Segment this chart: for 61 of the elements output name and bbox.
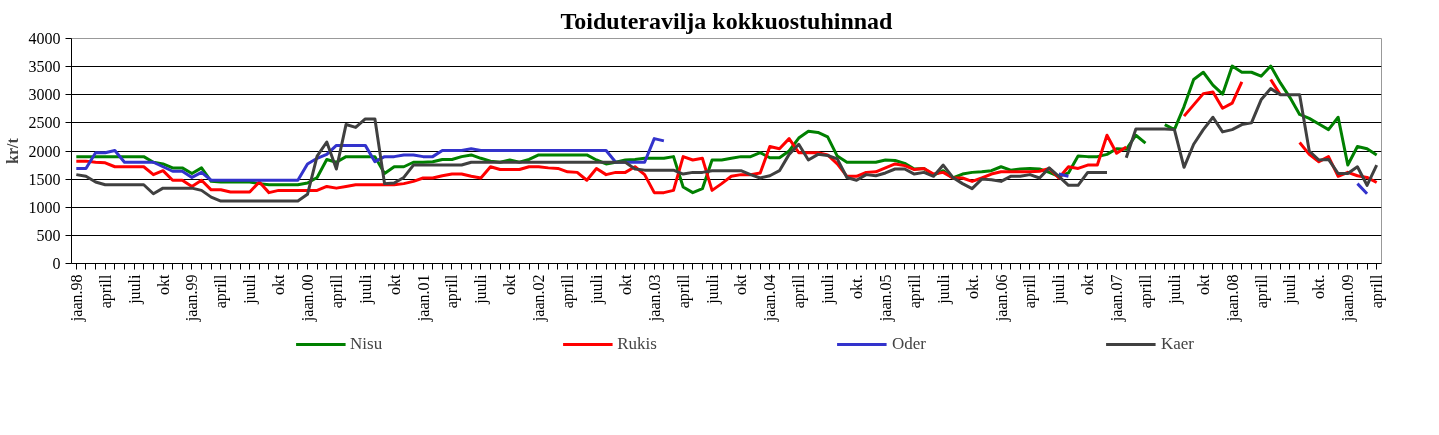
x-tick-label: jaan.98 bbox=[67, 274, 86, 323]
y-tick-label: 1000 bbox=[28, 198, 61, 216]
x-tick-label: juuli bbox=[1050, 273, 1069, 305]
x-tick-label: aprill bbox=[559, 273, 578, 309]
x-tick-label: jaan.00 bbox=[298, 274, 317, 323]
y-tick-label: 2000 bbox=[28, 142, 61, 160]
y-tick-label: 500 bbox=[36, 226, 61, 244]
x-tick-label: okt bbox=[1194, 273, 1212, 295]
x-tick-label: jaan.99 bbox=[183, 274, 202, 323]
x-tick-label: juuli bbox=[472, 273, 491, 305]
x-tick-label: okt. bbox=[848, 274, 866, 299]
x-tick-label: jaan.05 bbox=[876, 274, 895, 323]
x-tick-label: okt bbox=[501, 273, 519, 295]
legend-label: Kaer bbox=[1160, 334, 1194, 354]
x-tick-label: aprill bbox=[1021, 273, 1040, 309]
x-tick-label: aprill bbox=[1368, 273, 1387, 309]
x-tick-label: aprill bbox=[905, 273, 924, 309]
x-tick-label: aprill bbox=[96, 273, 115, 309]
y-tick-label: 3000 bbox=[28, 86, 61, 104]
legend-label: Oder bbox=[891, 334, 926, 354]
x-tick-label: aprill bbox=[443, 273, 462, 309]
x-tick-label: aprill bbox=[790, 273, 809, 309]
x-tick-label: okt bbox=[732, 273, 750, 295]
y-axis-title: kr/t bbox=[3, 137, 21, 164]
x-tick-label: okt bbox=[270, 273, 288, 295]
x-tick-label: jaan.09 bbox=[1339, 274, 1358, 323]
x-tick-label: jaan.02 bbox=[530, 274, 549, 323]
x-tick-label: jaan.01 bbox=[414, 274, 433, 323]
y-tick-label: 0 bbox=[52, 255, 61, 272]
x-tick-label: juuli bbox=[241, 273, 260, 305]
x-tick-label: juuli bbox=[356, 273, 375, 305]
x-tick-label: juuli bbox=[125, 273, 144, 305]
x-tick-label: aprill bbox=[212, 273, 231, 309]
y-tick-label: 1500 bbox=[28, 170, 61, 188]
x-tick-label: jaan.03 bbox=[645, 274, 664, 323]
x-tick-label: jaan.04 bbox=[761, 274, 780, 323]
x-tick-label: aprill bbox=[1252, 273, 1271, 309]
chart-title: Toiduteravilja kokkuostuhinnad bbox=[560, 7, 894, 34]
x-tick-label: juuli bbox=[587, 273, 606, 305]
x-tick-label: jaan.06 bbox=[992, 274, 1011, 323]
x-tick-label: aprill bbox=[1137, 273, 1156, 309]
y-tick-label: 3500 bbox=[28, 58, 61, 76]
x-tick-label: okt bbox=[154, 273, 172, 295]
x-tick-label: okt. bbox=[1310, 274, 1328, 299]
x-tick-label: okt. bbox=[963, 274, 981, 299]
x-tick-label: jaan.07 bbox=[1108, 274, 1127, 323]
y-tick-label: 2500 bbox=[28, 114, 61, 132]
x-tick-label: juuli bbox=[1165, 273, 1184, 305]
legend-label: Nisu bbox=[350, 334, 383, 354]
x-tick-label: okt bbox=[616, 273, 634, 295]
x-tick-label: okt bbox=[1079, 273, 1097, 295]
x-tick-label: okt bbox=[385, 273, 403, 295]
legend-label: Rukis bbox=[617, 334, 657, 354]
x-tick-label: jaan.08 bbox=[1223, 274, 1242, 323]
x-tick-label: juuli bbox=[934, 273, 953, 305]
x-tick-label: juuli bbox=[1281, 273, 1300, 305]
x-tick-label: juuli bbox=[703, 273, 722, 305]
y-tick-label: 4000 bbox=[28, 30, 61, 47]
x-tick-label: juuli bbox=[819, 273, 838, 305]
x-tick-label: aprill bbox=[674, 273, 693, 309]
x-tick-label: aprill bbox=[327, 273, 346, 309]
